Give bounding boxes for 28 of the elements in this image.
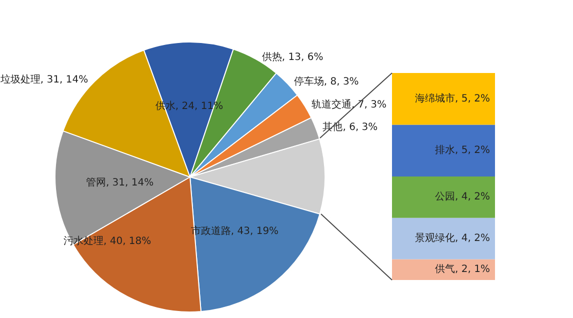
data-label: , 13, 6% <box>282 52 324 63</box>
data-label: , 6, 3% <box>342 122 378 133</box>
data-label: , 31, 14% <box>106 178 154 189</box>
series-label: 排水 <box>435 144 456 156</box>
data-label: , 43, 19% <box>230 226 279 237</box>
data-label: , 31, 14% <box>40 74 88 86</box>
slice-label: 管网 <box>86 178 106 189</box>
series-label: 海绵城市 <box>415 92 456 104</box>
data-label: , 40, 18% <box>103 236 152 248</box>
series-label: 公园 <box>435 190 456 203</box>
series-label: 供气 <box>435 263 456 276</box>
slice-label: 垃圾处理 <box>0 74 40 86</box>
slice-label: 供热 <box>262 52 282 63</box>
data-label: , 5, 2% <box>455 93 490 104</box>
slice-label: 停车场 <box>294 76 324 88</box>
data-label: , 5, 2% <box>455 145 490 156</box>
data-label: , 4, 2% <box>455 192 490 203</box>
bar <box>392 176 495 218</box>
data-label: , 2, 1% <box>455 264 490 276</box>
slice-label: 污水处理 <box>63 235 104 248</box>
data-label: , 8, 3% <box>324 76 359 88</box>
bar <box>392 259 495 280</box>
bar <box>392 73 495 125</box>
bar <box>392 124 495 176</box>
bar <box>392 218 495 260</box>
data-label: , 4, 2% <box>455 233 490 244</box>
series-label: 景观绿化 <box>415 232 456 244</box>
slice-label: 轨道交通 <box>312 98 352 110</box>
